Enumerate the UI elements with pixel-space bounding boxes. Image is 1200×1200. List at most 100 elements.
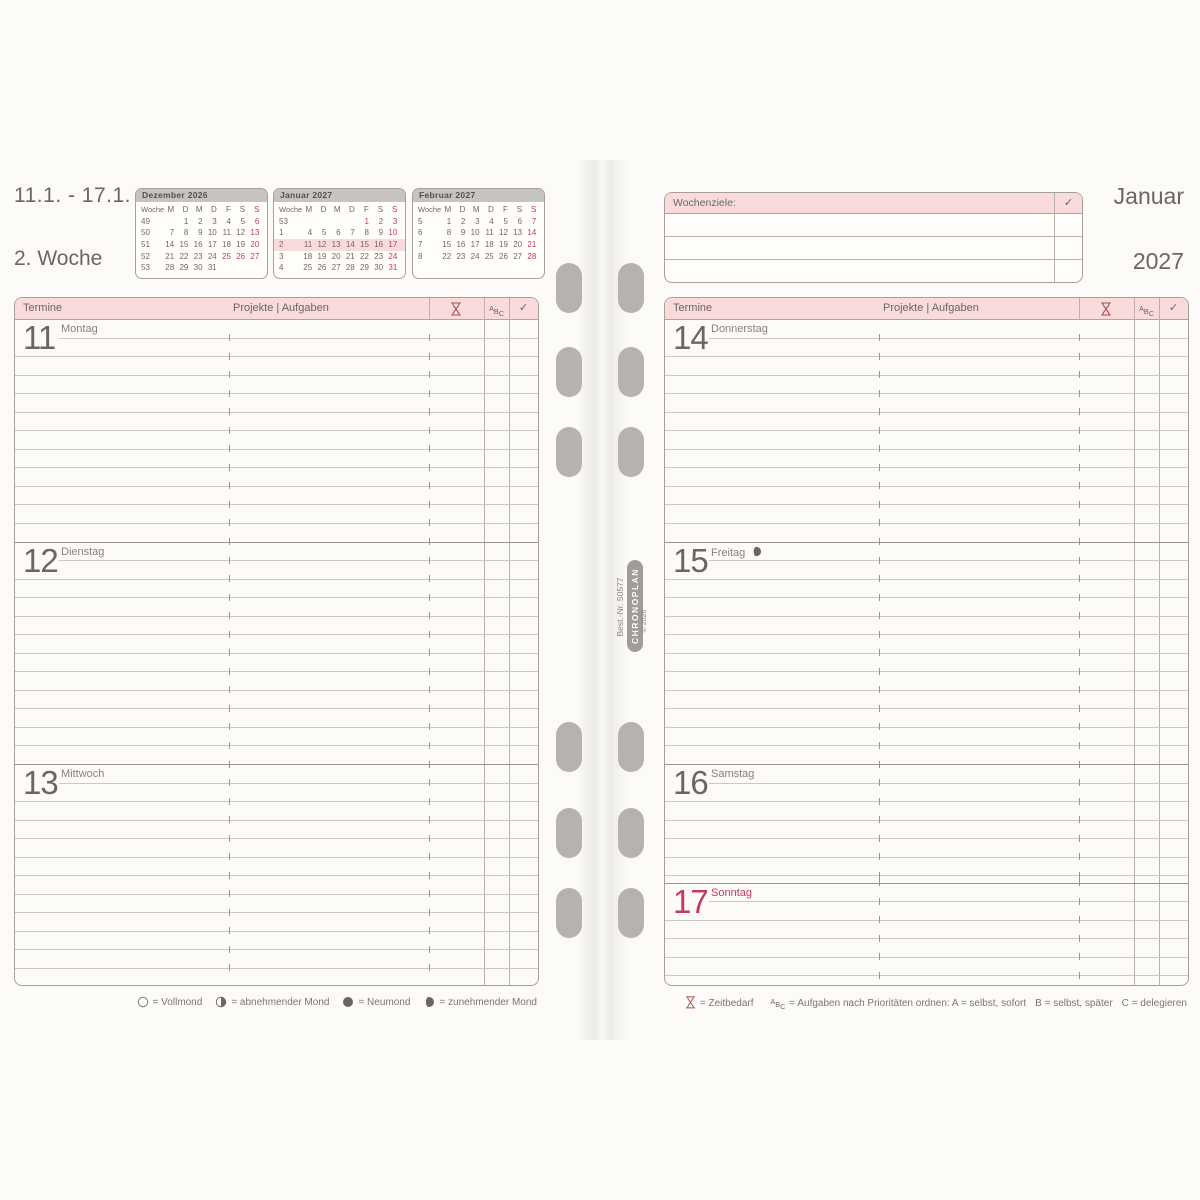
- rule-line: [665, 393, 1188, 395]
- column-tick: [1079, 556, 1080, 564]
- column-tick: [879, 612, 880, 620]
- column-tick: [229, 927, 230, 935]
- column-tick: [1079, 426, 1080, 434]
- abc-letter-c: C: [1148, 311, 1154, 318]
- rule-line: [15, 967, 538, 969]
- weekday-letter: S: [239, 205, 246, 214]
- column-tick: [229, 667, 230, 675]
- day-number-cell: 23: [456, 251, 466, 261]
- column-tick: [429, 426, 430, 434]
- moon-legend-item: = Neumond: [342, 996, 410, 1008]
- mini-calendar-weekday-row: Woche M D M D F S S: [413, 204, 544, 216]
- mini-calendar-weekday-row: Woche M D M D F S S: [274, 204, 405, 216]
- week-number: 50: [141, 228, 150, 238]
- day-number-cell: 25: [222, 251, 231, 261]
- day-number-cell: 7: [169, 228, 175, 238]
- day-name-label: Montag: [61, 323, 98, 335]
- day-number-cell: 8: [364, 228, 369, 238]
- moon-legend: = Vollmond = abnehmender Mond = Neumond = z…: [14, 996, 537, 1008]
- day-number-cell: 27: [331, 263, 341, 273]
- column-tick: [429, 649, 430, 657]
- column-tick: [229, 945, 230, 953]
- day-number-cell: 10: [207, 228, 217, 238]
- week-column-header: Woche: [141, 205, 165, 214]
- column-tick: [229, 686, 230, 694]
- column-tick: [429, 853, 430, 861]
- rule-line: [665, 745, 1188, 747]
- column-tick: [879, 879, 880, 886]
- column-tick: [229, 352, 230, 360]
- column-tick: [879, 667, 880, 675]
- column-tick: [229, 779, 230, 787]
- day-number-cell: 18: [222, 240, 231, 250]
- day-number-cell: 8: [446, 228, 452, 238]
- rule-line: [665, 615, 1188, 617]
- column-tick: [1079, 741, 1080, 749]
- day-number-cell: 14: [527, 228, 537, 238]
- day-number-cell: 17: [388, 240, 398, 250]
- column-tick: [229, 630, 230, 638]
- rule-line: [665, 689, 1188, 691]
- column-tick: [429, 686, 430, 694]
- column-tick: [429, 834, 430, 842]
- rule-line: [665, 819, 1188, 821]
- left-page-day-table: Termine Projekte | Aufgaben ABC ✓ 11 Montag 12…: [14, 297, 539, 986]
- day-number-cell: 26: [317, 263, 327, 273]
- column-tick: [229, 538, 230, 545]
- week-column-header: Woche: [279, 205, 303, 214]
- day-number-cell: 19: [236, 240, 246, 250]
- day-number-cell: 24: [207, 251, 217, 261]
- day-number-cell: 24: [470, 251, 480, 261]
- column-tick: [1079, 593, 1080, 601]
- day-number-cell: 25: [484, 251, 494, 261]
- column-tick: [1079, 723, 1080, 731]
- rule-line: [665, 671, 1188, 673]
- column-tick: [429, 890, 430, 898]
- column-tick: [429, 964, 430, 972]
- day-number-cell: 17: [470, 240, 480, 250]
- punch-hole: [618, 722, 644, 772]
- hourglass-icon: [450, 302, 462, 316]
- column-tick: [429, 945, 430, 953]
- column-tick: [229, 853, 230, 861]
- rule-line: [665, 374, 1188, 376]
- full-moon-icon: [137, 996, 148, 1008]
- column-tick: [1079, 916, 1080, 924]
- rule-line: [665, 801, 1188, 803]
- column-tick: [1079, 482, 1080, 490]
- day-number-cell: 9: [378, 228, 384, 238]
- column-tick: [879, 741, 880, 749]
- rule-line: [665, 448, 1188, 450]
- day-number-cell: 14: [345, 240, 355, 250]
- column-line: [484, 319, 485, 985]
- column-tick: [229, 389, 230, 397]
- weekday-letter: S: [516, 205, 523, 214]
- day-number-cell: 25: [303, 263, 313, 273]
- column-tick: [1079, 463, 1080, 471]
- column-tick: [879, 593, 880, 601]
- day-number-cell: 15: [442, 240, 452, 250]
- column-tick: [879, 408, 880, 416]
- column-tick: [429, 816, 430, 824]
- rule-line: [15, 522, 538, 524]
- day-number-cell: 16: [374, 240, 384, 250]
- column-tick: [1079, 879, 1080, 886]
- day-number-cell: 21: [165, 251, 175, 261]
- column-tick: [429, 538, 430, 545]
- column-tick: [879, 482, 880, 490]
- day-number-cell: 28: [527, 251, 537, 261]
- day-number-cell: 8: [183, 228, 189, 238]
- column-tick: [1079, 500, 1080, 508]
- weekday-letter: D: [182, 205, 189, 214]
- column-tick: [229, 593, 230, 601]
- new-moon-icon: [343, 997, 354, 1007]
- rule-line: [15, 801, 538, 803]
- column-tick: [879, 723, 880, 731]
- weekday-letter: S: [253, 205, 260, 214]
- mini-calendar-week-row: 51 14 15 16 17 18 19 20: [136, 239, 267, 251]
- punch-hole: [556, 263, 582, 313]
- abc-priority-icon: ABC: [1139, 298, 1154, 322]
- abc-letter-b: B: [1143, 306, 1149, 316]
- punch-hole: [556, 888, 582, 938]
